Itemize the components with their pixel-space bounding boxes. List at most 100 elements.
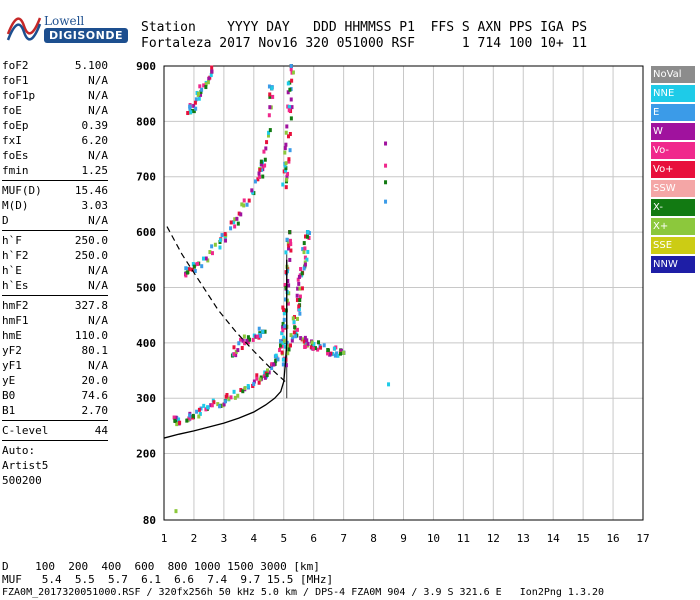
param-row: foEs N/A — [2, 148, 108, 163]
echo-point — [240, 202, 244, 207]
param-row: foF1 N/A — [2, 73, 108, 88]
echo-point — [259, 333, 263, 338]
param-label: foF2 — [2, 59, 29, 72]
ionogram-plot: 1 2 3 4 5 6 7 8 9 10 11 12 13 14 15 16 17802003004005006… — [136, 60, 650, 545]
echo-point — [288, 87, 292, 92]
echo-point — [285, 177, 289, 182]
echo-point — [303, 342, 307, 347]
param-row: MUF(D) 15.46 — [2, 183, 108, 198]
echo-point — [218, 404, 222, 409]
y-tick-label: 800 — [136, 115, 156, 128]
echo-point — [290, 78, 294, 83]
echo-point — [224, 238, 228, 243]
echo-point — [204, 82, 208, 87]
echo-point — [258, 377, 262, 382]
param-label: h`Es — [2, 279, 29, 292]
echo-point — [293, 325, 297, 330]
echo-point — [195, 90, 199, 95]
echo-point — [229, 226, 233, 231]
echo-point — [191, 262, 195, 267]
echo-point — [241, 338, 245, 343]
y-tick-label: 600 — [136, 226, 156, 239]
param-value: 0.39 — [81, 119, 109, 132]
echo-point — [204, 256, 208, 261]
legend-item: X- — [651, 199, 695, 216]
echo-point — [174, 509, 178, 514]
echo-point — [299, 267, 303, 272]
echo-point — [291, 70, 295, 75]
param-label: D — [2, 214, 9, 227]
echo-point — [286, 301, 290, 306]
legend-item: Vo- — [651, 142, 695, 159]
echo-point — [338, 351, 342, 356]
echo-point — [210, 65, 214, 70]
echo-point — [280, 350, 284, 355]
echo-point — [252, 382, 256, 387]
echo-point — [291, 335, 295, 340]
echo-point — [267, 370, 271, 375]
echo-point — [306, 249, 310, 254]
param-label: foEp — [2, 119, 29, 132]
x-tick-label: 12 — [487, 532, 500, 545]
echo-point — [270, 362, 274, 367]
divider — [2, 440, 108, 441]
x-tick-label: 15 — [577, 532, 590, 545]
echo-point — [281, 305, 285, 310]
echo-point — [310, 343, 314, 348]
echo-point — [270, 366, 274, 371]
echo-point — [306, 341, 310, 346]
echo-point — [292, 330, 296, 335]
echo-point — [192, 264, 196, 269]
param-row: B0 74.6 — [2, 388, 108, 403]
echo-point — [285, 237, 289, 242]
echo-point — [239, 212, 243, 217]
param-row: yF2 80.1 — [2, 343, 108, 358]
echo-point — [264, 146, 268, 151]
echo-point — [328, 352, 332, 357]
echo-point — [251, 337, 255, 342]
echo-point — [210, 251, 214, 256]
param-value: 5.100 — [74, 59, 108, 72]
param-group-confidence: C-level 44 — [2, 423, 108, 438]
echo-point — [237, 341, 241, 346]
echo-point — [282, 311, 286, 316]
x-tick-label: 11 — [457, 532, 470, 545]
echo-point — [284, 161, 288, 166]
echo-point — [197, 414, 201, 419]
muf-transmission-curve — [166, 226, 286, 383]
param-value: N/A — [88, 214, 108, 227]
echo-point — [384, 163, 388, 168]
echo-point — [304, 344, 308, 349]
echo-point — [291, 316, 295, 321]
auto-version: 500200 — [2, 474, 42, 487]
y-tick-label: 80 — [143, 514, 156, 527]
echo-point — [204, 407, 208, 412]
x-tick-label: 7 — [340, 532, 347, 545]
param-group-virtual-heights: h`F 250.0 h`F2 250.0 h`E N/A h`Es N/A — [2, 233, 108, 293]
param-label: C-level — [2, 424, 49, 437]
echo-point — [197, 407, 201, 412]
scaled-parameters-panel: foF2 5.100 foF1 N/A foF1p N/A foE N/A foEp 0.39 fx… — [2, 58, 108, 488]
legend-item: X+ — [651, 218, 695, 235]
echo-point — [206, 80, 210, 85]
echo-point — [239, 388, 243, 393]
echo-point — [281, 357, 285, 362]
echo-point — [287, 246, 291, 251]
y-tick-label: 400 — [136, 337, 156, 350]
param-value: 74.6 — [81, 389, 109, 402]
echo-point — [209, 73, 213, 78]
echo-point — [286, 266, 290, 271]
echo-point — [287, 347, 291, 352]
echo-point — [236, 393, 240, 398]
echo-point — [281, 340, 285, 345]
param-value: 250.0 — [74, 234, 108, 247]
echo-point — [198, 411, 202, 416]
echo-point — [387, 382, 391, 387]
echo-point — [262, 149, 266, 154]
logo-text-digisonde: DIGISONDE — [44, 28, 128, 43]
echo-point — [290, 105, 294, 110]
echo-point — [210, 403, 214, 408]
x-tick-label: 3 — [221, 532, 228, 545]
echo-point — [282, 335, 286, 340]
echo-point — [284, 185, 288, 190]
